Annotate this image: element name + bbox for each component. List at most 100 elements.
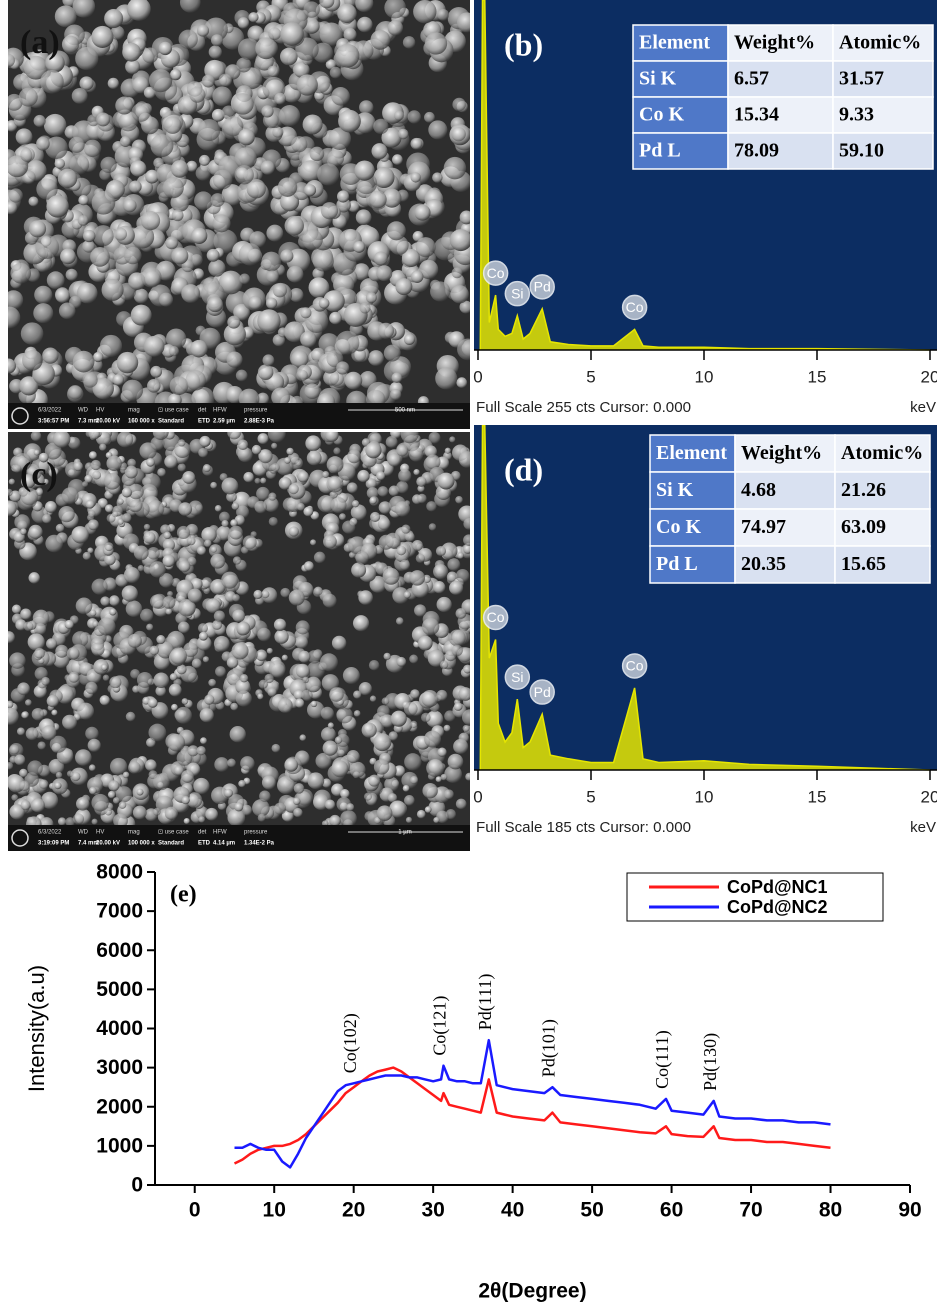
grain <box>414 205 430 221</box>
grain <box>65 620 74 629</box>
grain <box>321 202 338 219</box>
grain <box>22 350 43 371</box>
grain <box>215 666 226 677</box>
x-tick-label: 15 <box>808 367 827 386</box>
grain <box>120 136 131 147</box>
grain <box>44 114 66 136</box>
grain <box>164 532 171 539</box>
grain <box>122 487 132 497</box>
grain <box>435 367 457 389</box>
grain <box>465 773 473 781</box>
table-value: Co K <box>656 516 701 538</box>
x-axis-label: 2θ(Degree) <box>478 1280 586 1303</box>
grain <box>455 496 463 504</box>
grain <box>83 230 95 242</box>
grain <box>194 191 213 210</box>
grain <box>170 673 178 681</box>
grain <box>403 36 415 48</box>
grain <box>274 630 288 644</box>
grain <box>300 331 316 347</box>
grain <box>300 734 307 741</box>
grain <box>433 817 439 823</box>
grain <box>258 433 269 444</box>
grain <box>353 690 361 698</box>
grain <box>85 727 98 740</box>
grain <box>297 74 318 95</box>
info-header: HFW <box>213 408 227 414</box>
grain <box>34 450 40 456</box>
grain <box>9 188 23 202</box>
grain <box>88 519 99 530</box>
grain <box>428 120 447 139</box>
grain <box>232 503 239 510</box>
grain <box>93 352 103 362</box>
grain <box>306 20 319 33</box>
grain <box>131 305 152 326</box>
grain <box>370 30 390 50</box>
grain <box>45 535 63 553</box>
grain <box>92 579 108 595</box>
grain <box>236 622 250 636</box>
grain <box>383 568 400 585</box>
grain <box>457 552 463 558</box>
table-value: Pd L <box>639 140 681 162</box>
grain <box>392 154 403 165</box>
x-tick-label: 70 <box>739 1199 762 1222</box>
grain <box>261 105 273 117</box>
grain <box>377 805 393 821</box>
grain <box>207 249 220 262</box>
grain <box>146 624 153 631</box>
grain <box>232 642 249 659</box>
grain <box>138 565 144 571</box>
info-header: WD <box>78 830 89 836</box>
grain <box>29 220 46 237</box>
grain <box>99 444 106 451</box>
grain <box>191 228 207 244</box>
panel-label: (b) <box>504 26 543 62</box>
grain <box>437 9 449 21</box>
grain <box>336 707 352 723</box>
grain <box>58 506 74 522</box>
grain <box>128 634 142 648</box>
grain <box>227 759 236 768</box>
grain <box>351 563 366 578</box>
y-tick-label: 5000 <box>96 978 143 1001</box>
grain <box>295 636 308 649</box>
grain <box>78 215 89 226</box>
grain <box>437 748 446 757</box>
grain <box>396 546 406 556</box>
grain <box>165 236 178 249</box>
grain <box>396 445 408 457</box>
grain <box>313 250 334 271</box>
grain <box>252 445 262 455</box>
grain <box>164 116 182 134</box>
grain <box>463 534 474 545</box>
grain <box>148 698 158 708</box>
x-tick-label: 0 <box>473 787 482 806</box>
grain <box>76 598 93 615</box>
grain <box>56 772 63 779</box>
grain <box>184 818 190 824</box>
grain <box>204 540 212 548</box>
grain <box>171 160 189 178</box>
grain <box>447 558 460 571</box>
grain <box>445 448 451 454</box>
grain <box>197 25 209 37</box>
grain <box>10 745 20 755</box>
grain <box>284 457 291 464</box>
grain <box>123 772 130 779</box>
grain <box>232 93 254 115</box>
grain <box>122 585 138 601</box>
grain <box>88 510 96 518</box>
grain <box>248 12 258 22</box>
grain <box>374 759 389 774</box>
grain <box>75 47 98 70</box>
grain <box>268 27 281 40</box>
grain <box>310 147 325 162</box>
grain <box>215 505 222 512</box>
grain <box>213 170 233 190</box>
grain <box>364 793 372 801</box>
grain <box>370 696 376 702</box>
grain <box>418 636 433 651</box>
grain <box>124 567 140 583</box>
